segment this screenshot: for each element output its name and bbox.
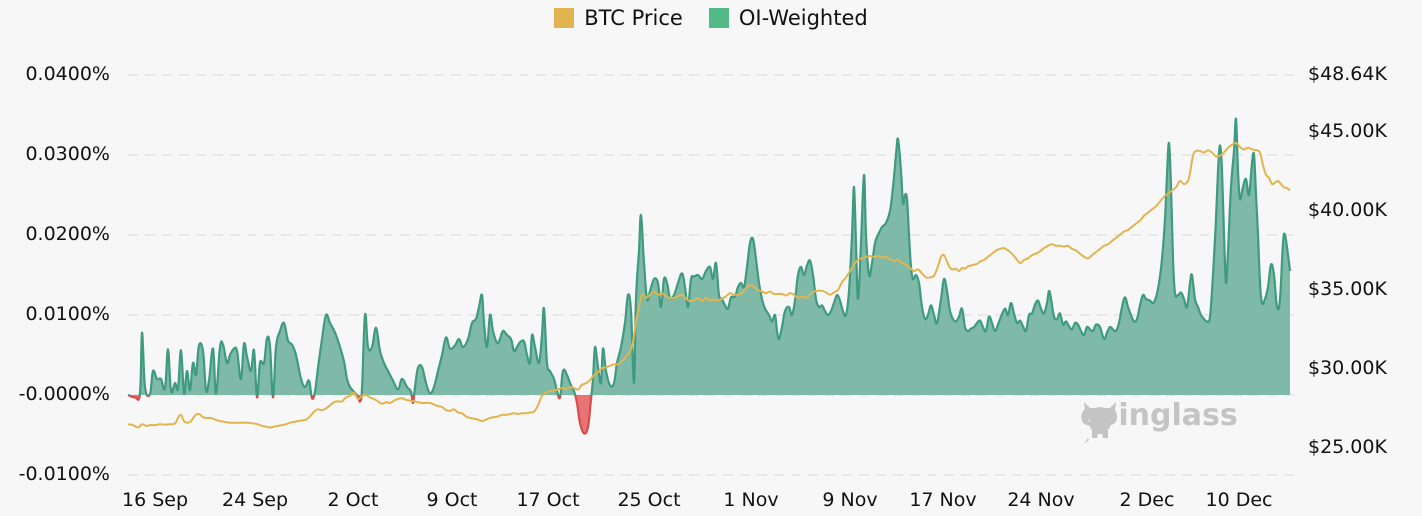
x-axis-tick-label: 16 Sep xyxy=(121,489,189,511)
right-axis-tick-label: $25.00K xyxy=(1308,436,1387,458)
legend-label-btc-price: BTC Price xyxy=(584,6,683,30)
left-axis-tick-label: 0.0300% xyxy=(25,143,110,165)
x-axis-tick-label: 2 Dec xyxy=(1119,489,1175,511)
x-axis-tick-label: 24 Nov xyxy=(1007,489,1075,511)
coinglass-watermark: coinglass xyxy=(1080,398,1238,444)
funding-positive-line xyxy=(128,117,1292,395)
legend-item-btc-price[interactable]: BTC Price xyxy=(554,6,683,30)
x-axis-tick-label: 25 Oct xyxy=(617,489,681,511)
coinglass-bull-logo-icon xyxy=(1083,402,1117,444)
right-axis-tick-label: $45.00K xyxy=(1308,120,1387,142)
legend-label-oi-weighted: OI-Weighted xyxy=(738,6,868,30)
left-axis-tick-label: 0.0400% xyxy=(25,63,110,85)
x-axis-tick-label: 24 Sep xyxy=(221,489,289,511)
btc-price-line xyxy=(127,141,1291,429)
right-axis-tick-label: $30.00K xyxy=(1308,357,1387,379)
x-axis-tick-label: 17 Oct xyxy=(516,489,580,511)
left-axis-tick-label: -0.0100% xyxy=(18,463,110,485)
x-axis-tick-label: 9 Oct xyxy=(426,489,478,511)
funding-positive-area xyxy=(128,118,1290,395)
left-axis-tick-label: 0.0200% xyxy=(25,223,110,245)
legend: BTC Price OI-Weighted xyxy=(0,6,1422,30)
right-axis-tick-label: $48.64K xyxy=(1308,63,1387,85)
x-axis-tick-label: 2 Oct xyxy=(327,489,379,511)
right-axis-tick-label: $40.00K xyxy=(1308,199,1387,221)
legend-item-oi-weighted[interactable]: OI-Weighted xyxy=(708,6,868,30)
oi-weighted-swatch-icon xyxy=(708,8,729,28)
right-axis-tick-label: $35.00K xyxy=(1308,278,1387,300)
x-axis-tick-label: 17 Nov xyxy=(909,489,977,511)
x-axis-tick-label: 1 Nov xyxy=(723,489,779,511)
btc-price-swatch-icon xyxy=(554,8,575,28)
left-axis-tick-label: -0.0000% xyxy=(18,383,110,405)
left-axis-tick-label: 0.0100% xyxy=(25,303,110,325)
x-axis-tick-label: 10 Dec xyxy=(1205,489,1273,511)
x-axis-tick-label: 9 Nov xyxy=(822,489,878,511)
